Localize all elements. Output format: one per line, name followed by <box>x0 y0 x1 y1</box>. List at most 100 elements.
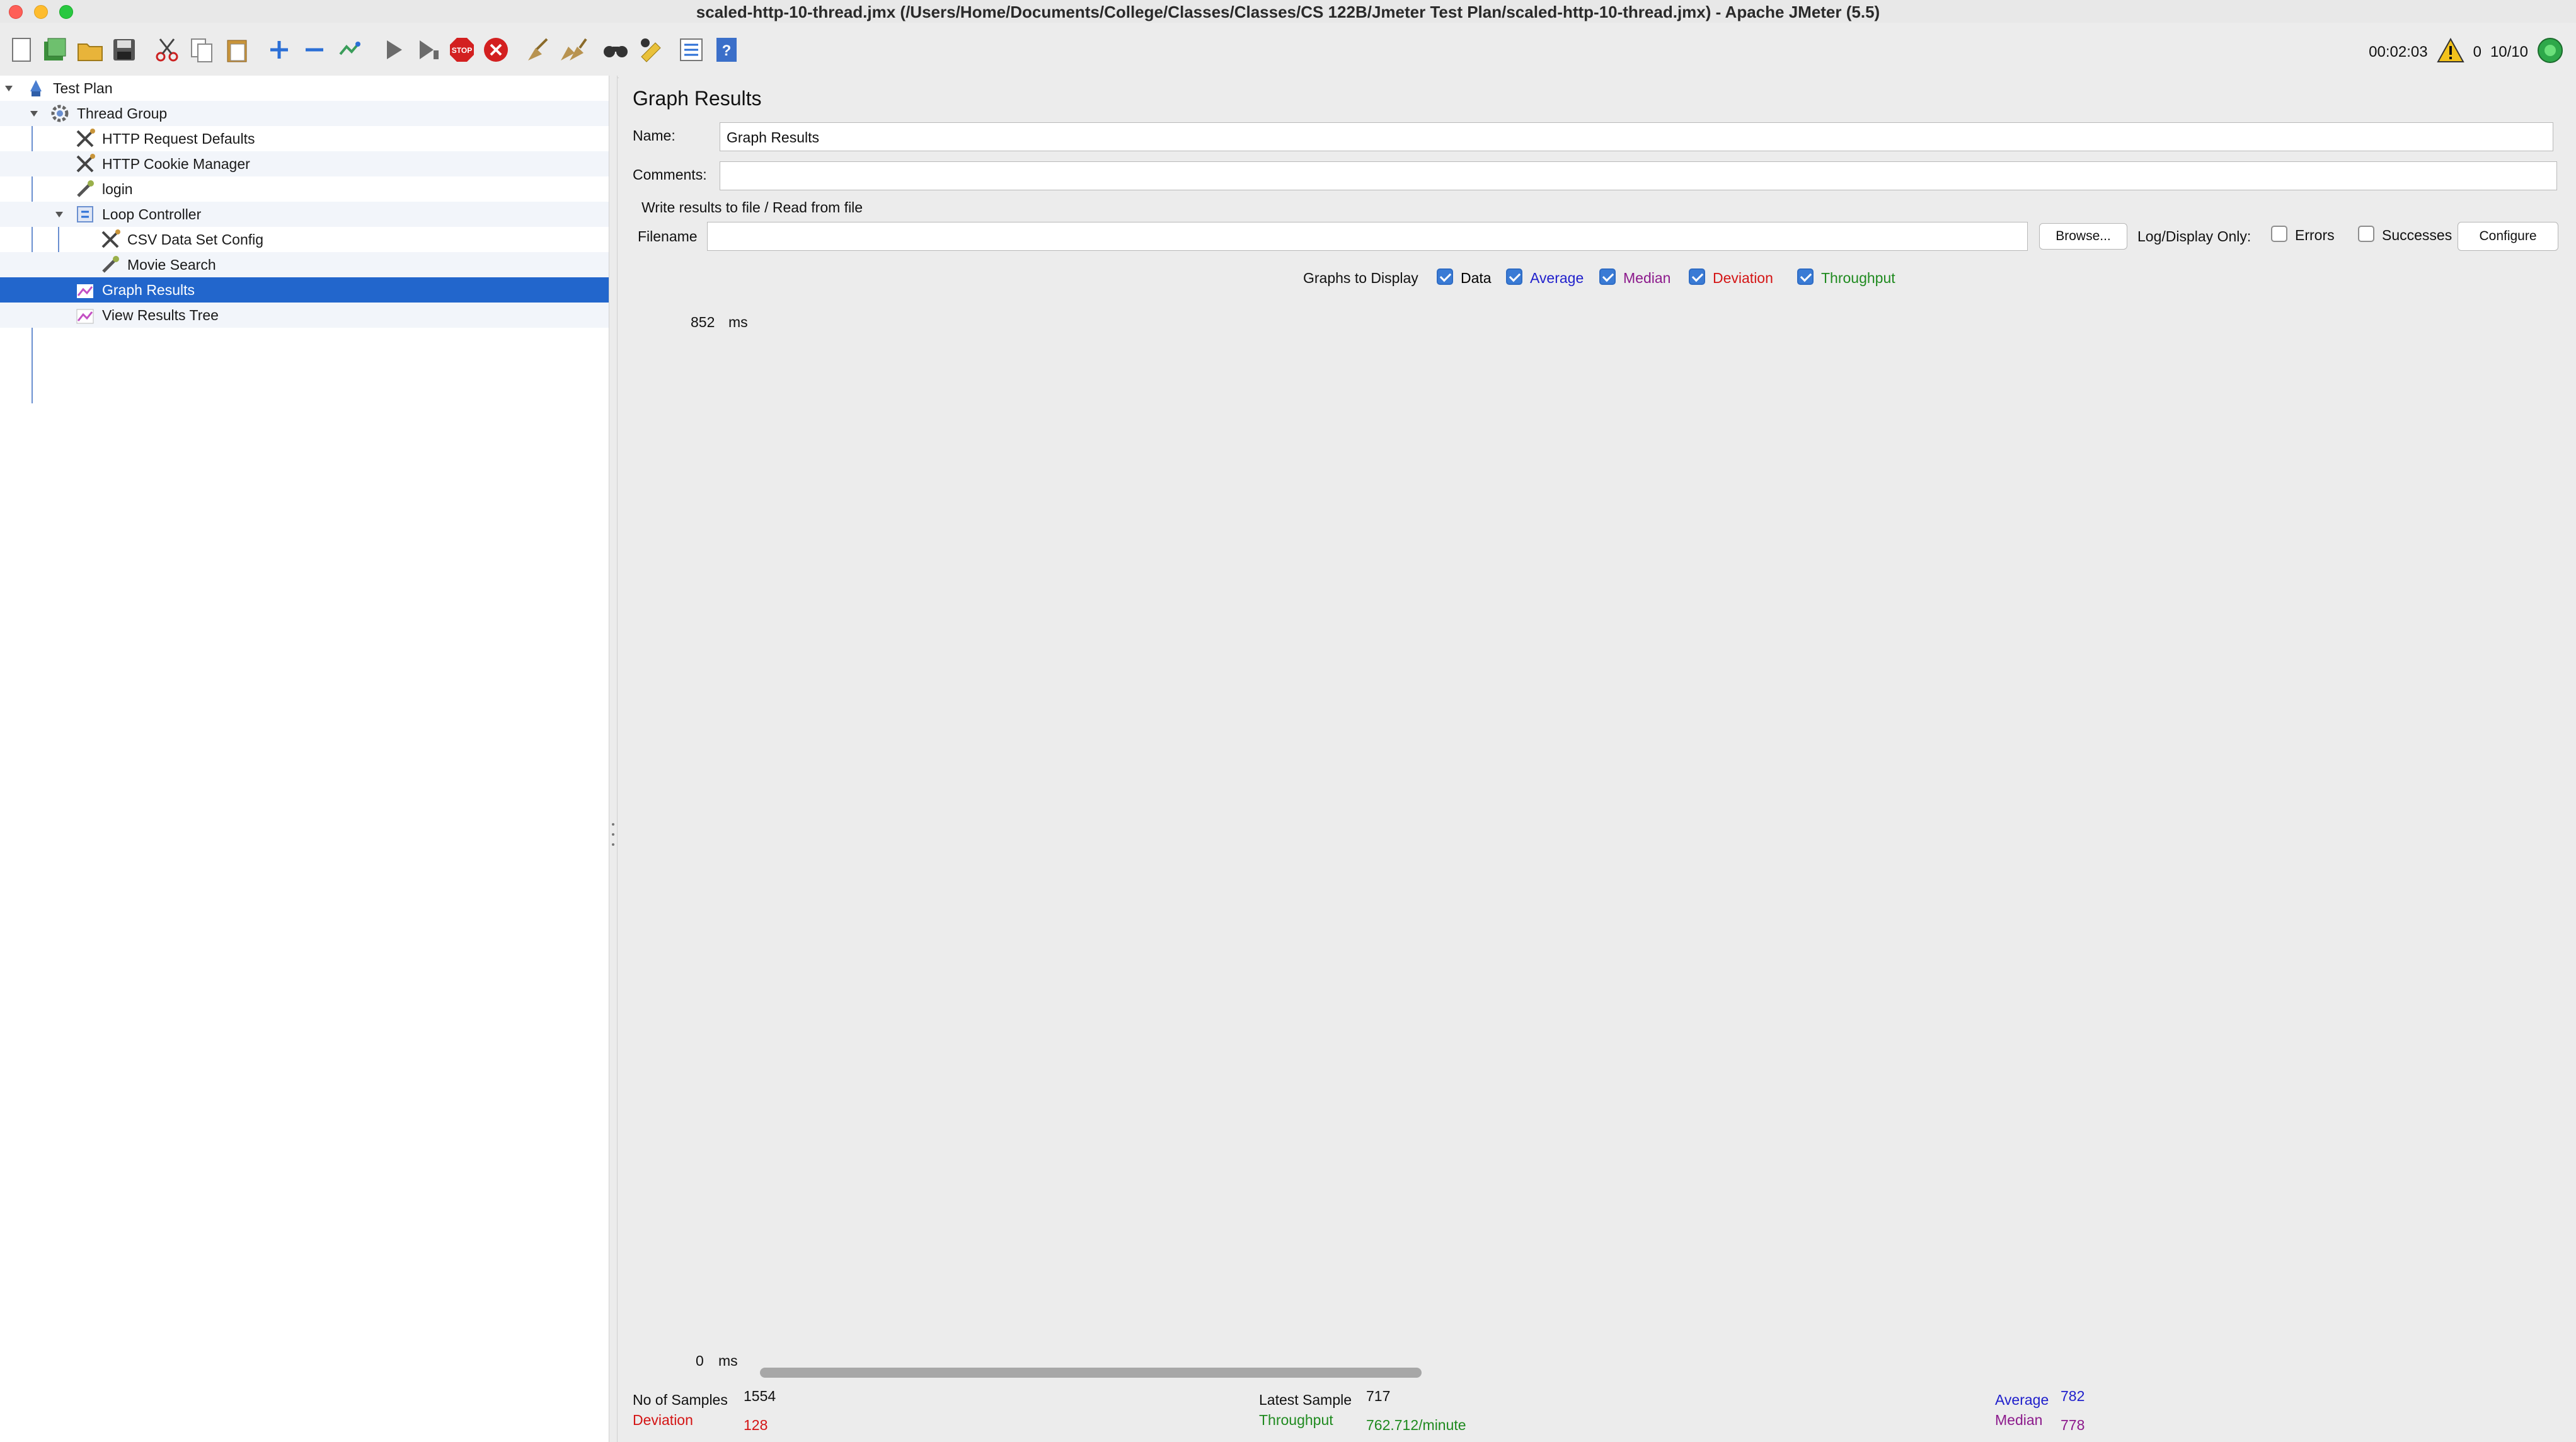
deviation-value: 128 <box>744 1417 768 1433</box>
elapsed-time: 00:02:03 <box>2369 43 2428 61</box>
deviation-label: Deviation <box>633 1412 693 1428</box>
comments-field[interactable] <box>720 161 2557 190</box>
filename-field[interactable] <box>707 222 2028 251</box>
tree-item-http-cookie-manager[interactable]: HTTP Cookie Manager <box>0 151 609 176</box>
tree-item-view-results-tree[interactable]: View Results Tree <box>0 303 609 328</box>
successes-checkbox[interactable] <box>2358 226 2374 242</box>
deviation-checkbox[interactable] <box>1689 268 1705 285</box>
search-icon[interactable] <box>601 35 630 64</box>
samples-value: 1554 <box>744 1388 776 1404</box>
tree-item-label: HTTP Request Defaults <box>102 130 255 147</box>
splitter-grip-icon[interactable] <box>612 823 616 846</box>
tree-item-label: CSV Data Set Config <box>127 231 264 248</box>
tree-item-label: HTTP Cookie Manager <box>102 155 250 172</box>
tree-item-loop-controller[interactable]: Loop Controller <box>0 202 609 227</box>
tree-item-label: Thread Group <box>77 105 168 122</box>
function-helper-icon[interactable] <box>677 35 706 64</box>
tree-item-thread-group[interactable]: Thread Group <box>0 101 609 126</box>
deviation-toggle-label: Deviation <box>1713 270 1773 286</box>
reset-search-icon[interactable] <box>636 35 665 64</box>
median-value: 778 <box>2061 1417 2085 1433</box>
clear-all-icon[interactable] <box>558 35 587 64</box>
tree-item-label: Movie Search <box>127 256 216 273</box>
throughput-toggle-label: Throughput <box>1821 270 1895 286</box>
close-window-button[interactable] <box>9 5 23 19</box>
toolbar: STOP ? 00:02:03 0 10/10 <box>0 25 2576 78</box>
average-value: 782 <box>2061 1388 2085 1404</box>
name-field[interactable]: Graph Results <box>720 122 2553 151</box>
toggle-icon[interactable] <box>335 35 364 64</box>
chevron-down-icon[interactable] <box>28 107 40 120</box>
tree-item-label: Graph Results <box>102 281 195 298</box>
errors-checkbox[interactable] <box>2271 226 2287 242</box>
successes-label: Successes <box>2382 227 2452 243</box>
warning-icon[interactable] <box>2436 37 2464 67</box>
split-pane-divider[interactable] <box>609 76 618 1442</box>
open-icon[interactable] <box>76 35 105 64</box>
help-icon[interactable]: ? <box>712 35 741 64</box>
minimize-window-button[interactable] <box>34 5 48 19</box>
tree-item-movie-search[interactable]: Movie Search <box>0 252 609 277</box>
tree-item-login[interactable]: login <box>0 176 609 202</box>
graph-icon <box>74 279 96 301</box>
median-toggle-label: Median <box>1623 270 1671 286</box>
filename-label: Filename <box>638 228 698 245</box>
tree-item-label: Test Plan <box>53 79 113 96</box>
shutdown-icon[interactable] <box>481 35 510 64</box>
gear-icon <box>49 103 71 124</box>
stop-icon[interactable]: STOP <box>447 35 476 64</box>
collapse-icon[interactable] <box>300 35 329 64</box>
log-display-label: Log/Display Only: <box>2137 228 2251 245</box>
copy-icon[interactable] <box>188 35 217 64</box>
data-checkbox[interactable] <box>1437 268 1453 285</box>
config-icon <box>74 128 96 149</box>
test-plan-tree: Test Plan Thread Group HTTP Request Defa… <box>0 76 609 1442</box>
median-label: Median <box>1995 1412 2043 1428</box>
window-title: scaled-http-10-thread.jmx (/Users/Home/D… <box>696 3 1880 21</box>
clear-icon[interactable] <box>523 35 552 64</box>
tree-item-label: View Results Tree <box>102 306 219 323</box>
average-toggle-label: Average <box>1530 270 1584 286</box>
latest-sample-value: 717 <box>1366 1388 1391 1404</box>
svg-text:?: ? <box>722 42 732 59</box>
data-toggle-label: Data <box>1461 270 1492 286</box>
save-icon[interactable] <box>110 35 139 64</box>
start-icon[interactable] <box>379 35 408 64</box>
tree-item-http-request-defaults[interactable]: HTTP Request Defaults <box>0 126 609 151</box>
tree-item-graph-results[interactable]: Graph Results <box>0 277 609 303</box>
expand-icon[interactable] <box>265 35 294 64</box>
tree-item-label: Loop Controller <box>102 205 202 222</box>
start-no-pauses-icon[interactable] <box>413 35 442 64</box>
median-checkbox[interactable] <box>1599 268 1616 285</box>
throughput-value: 762.712/minute <box>1366 1417 1466 1433</box>
svg-text:STOP: STOP <box>452 46 472 55</box>
test-plan-icon <box>25 78 47 99</box>
sampler-icon <box>100 254 121 275</box>
paste-icon[interactable] <box>223 35 252 64</box>
config-icon <box>100 229 121 250</box>
average-label: Average <box>1995 1392 2049 1408</box>
new-icon[interactable] <box>8 35 37 64</box>
templates-icon[interactable] <box>40 35 69 64</box>
throughput-checkbox[interactable] <box>1797 268 1814 285</box>
tree-item-test-plan[interactable]: Test Plan <box>0 76 609 101</box>
page-title: Graph Results <box>633 87 762 110</box>
active-threads: 10/10 <box>2490 43 2528 61</box>
y-axis-min-label: 0 <box>696 1353 704 1369</box>
comments-label: Comments: <box>633 166 707 183</box>
throughput-label: Throughput <box>1259 1412 1333 1428</box>
title-bar: scaled-http-10-thread.jmx (/Users/Home/D… <box>0 0 2576 23</box>
tree-item-csv-data-set-config[interactable]: CSV Data Set Config <box>0 227 609 252</box>
graph-results-panel: Graph Results Name: Graph Results Commen… <box>619 76 2576 1442</box>
y-axis-unit-top: ms <box>728 314 748 330</box>
configure-button[interactable]: Configure <box>2458 222 2558 251</box>
graph-horizontal-scrollbar[interactable] <box>760 1368 1422 1378</box>
browse-button[interactable]: Browse... <box>2039 223 2127 250</box>
file-group-title: Write results to file / Read from file <box>641 199 863 216</box>
cut-icon[interactable] <box>152 35 181 64</box>
maximize-window-button[interactable] <box>59 5 73 19</box>
chevron-down-icon[interactable] <box>3 82 15 95</box>
chevron-down-icon[interactable] <box>53 208 66 221</box>
average-checkbox[interactable] <box>1506 268 1522 285</box>
